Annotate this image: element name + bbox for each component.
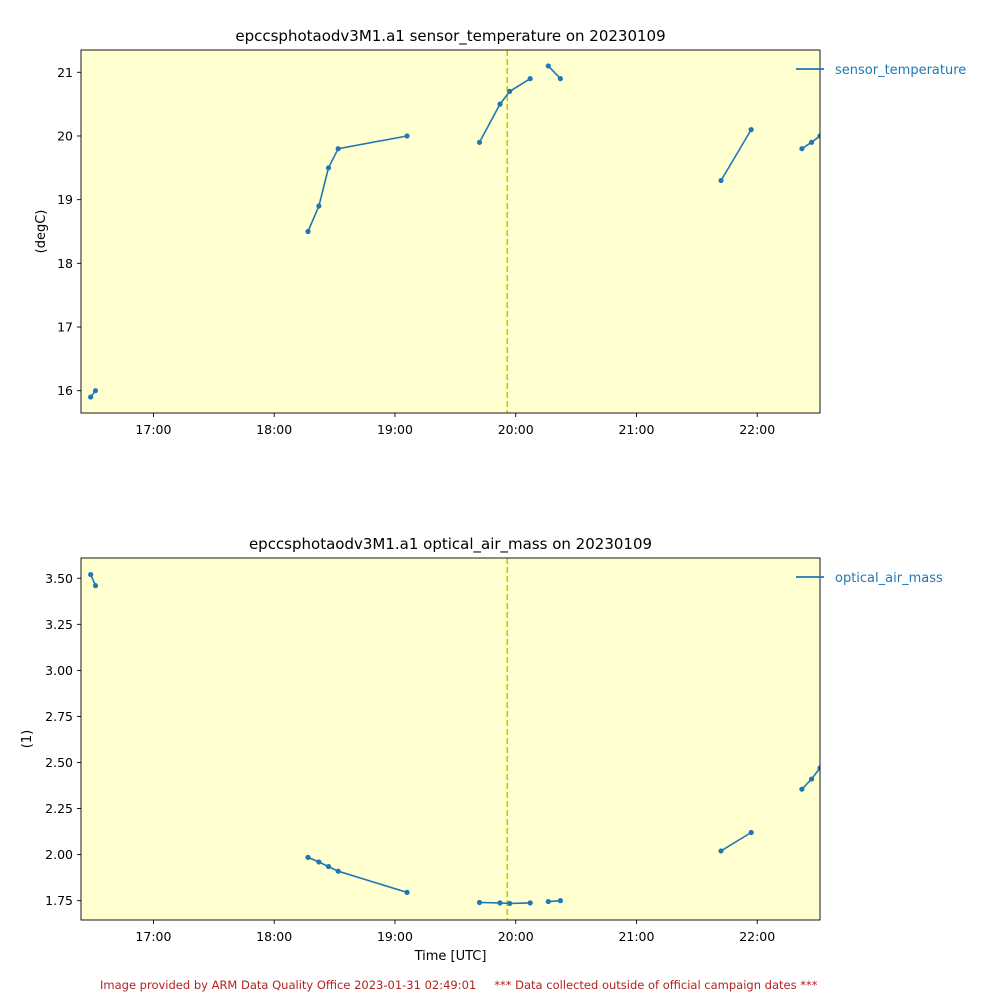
data-point-6-1 [799,786,805,792]
data-point-3-4 [527,900,533,906]
data-point-2-5 [404,133,410,139]
y-tick-label: 2.00 [45,847,73,862]
x-tick-label: 21:00 [618,929,654,944]
data-point-2-1 [305,228,311,235]
plot-background [81,558,820,920]
x-tick-label: 20:00 [498,929,534,944]
x-tick-label: 18:00 [256,422,292,437]
data-point-3-3 [507,88,513,94]
y-axis-label: (1) [20,730,35,748]
panel-optical-air-mass: 17:00 18:00 19:00 20:00 21:00 22:00 1.75 2.00 2.… [20,535,943,964]
x-tick-label: 21:00 [618,422,654,437]
series-line-segment-3 [478,78,531,143]
series-line-segment-5 [720,129,752,182]
chart-title: epccsphotaodv3M1.a1 optical_air_mass on … [249,535,652,554]
data-point-6-1 [799,146,805,152]
x-tick-label: 20:00 [498,422,534,437]
data-point-1-2 [92,583,99,589]
data-point-2-3 [325,165,332,171]
chart-title: epccsphotaodv3M1.a1 sensor_temperature o… [235,27,665,46]
y-axis-label: (degC) [34,210,49,254]
footer: Image provided by ARM Data Quality Offic… [100,978,900,992]
y-tick-label: 16 [57,383,73,398]
y-tick-label: 3.00 [45,663,73,678]
y-tick-label: 20 [57,128,73,143]
series-air-mass [88,571,820,907]
y-tick-label: 3.25 [45,617,73,632]
series-line-segment-4 [547,65,561,80]
footer-credit: Image provided by ARM Data Quality Offic… [100,978,477,992]
data-point-4-2 [557,898,563,904]
y-tick-label: 2.50 [45,755,73,770]
x-tick-label: 17:00 [135,929,171,944]
data-point-2-4 [335,868,341,874]
data-point-5-1 [718,848,724,854]
data-point-1-1 [88,571,94,578]
y-tick-label: 2.25 [45,801,73,816]
data-point-4-2 [557,76,563,82]
data-point-1-2 [92,388,99,394]
plot-background [81,50,820,413]
series-temperature [88,63,820,400]
data-point-4-1 [545,898,551,905]
y-tick-label: 1.75 [45,893,73,908]
axes-frame [80,49,821,414]
data-point-6-2 [808,139,815,145]
series-line-segment-3 [479,901,531,905]
data-point-3-4 [527,76,533,82]
data-point-3-1 [476,899,483,906]
legend-label: sensor_temperature [835,63,966,78]
data-point-2-3 [325,863,332,870]
axes-frame [80,557,821,921]
legend-label: optical_air_mass [835,571,943,586]
x-tick-label: 19:00 [377,929,413,944]
data-point-3-2 [497,101,503,107]
data-point-5-2 [748,127,754,133]
data-point-5-1 [718,177,724,184]
x-tick-label: 19:00 [377,422,413,437]
x-axis-label: Time [UTC] [414,949,487,964]
series-line-segment-5 [720,831,752,852]
data-point-6-3 [817,133,820,139]
y-tick-label: 18 [57,256,73,271]
x-tick-label: 18:00 [256,929,292,944]
x-tick-label: 22:00 [739,422,775,437]
footer-notice: *** Data collected outside of official c… [494,978,818,992]
y-tick-label: 3.50 [45,571,73,586]
y-tick-label: 17 [57,320,73,335]
data-point-6-2 [808,776,815,782]
panel-sensor-temperature: 17:00 18:00 19:00 20:00 21:00 22:00 16 17 18 19 20… [34,27,966,437]
data-point-2-4 [335,146,341,152]
data-point-2-1 [305,854,311,860]
data-point-3-1 [476,139,483,145]
y-tick-label: 21 [57,65,73,80]
data-point-5-2 [748,829,754,836]
x-tick-label: 22:00 [739,929,775,944]
data-point-3-2 [497,900,503,906]
y-tick-label: 19 [57,192,73,207]
data-point-3-3 [507,900,513,907]
data-point-4-1 [545,63,551,69]
x-tick-label: 17:00 [135,422,171,437]
y-tick-label: 2.75 [45,709,73,724]
data-point-2-2 [316,859,322,865]
data-point-2-5 [404,889,410,895]
data-point-6-3 [817,765,820,771]
data-point-2-2 [316,203,322,209]
data-point-1-1 [88,394,94,400]
